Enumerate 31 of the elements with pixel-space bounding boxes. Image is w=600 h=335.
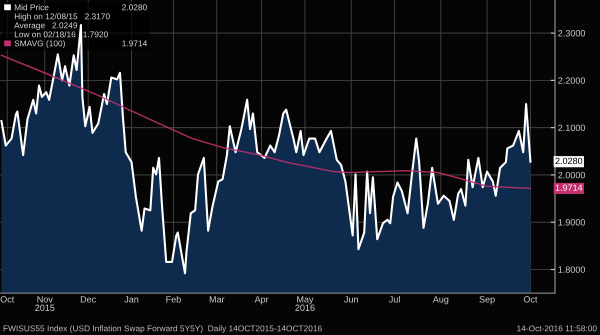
x-tick-label: May 2016 <box>295 296 315 311</box>
y-tick-label: 2.3000 <box>558 30 586 36</box>
x-tick-label: Nov 2015 <box>35 296 54 311</box>
x-tick-label: Feb <box>166 296 181 303</box>
y-tick-label: 1.9000 <box>558 219 586 226</box>
text: 14-Oct-2016 11:58:00 <box>517 325 597 332</box>
x-tick-label: Sep <box>479 296 495 304</box>
annotation: 1.9714 <box>122 40 147 46</box>
y-tick-label: 2.1000 <box>558 124 586 132</box>
line-series <box>0 54 532 190</box>
annotation: Low on 02/18/16 1.7920 <box>14 31 108 38</box>
x-tick-label: Jan <box>124 296 138 303</box>
y-tick-label: 2.0000 <box>558 172 586 178</box>
y-tick-label: 1.8000 <box>558 266 586 273</box>
text: 2.0280 <box>555 158 582 164</box>
legend-label: SMAVG (100) <box>14 40 65 48</box>
legend-label: Mid Price <box>14 4 49 10</box>
x-tick-label: Oct <box>524 296 538 303</box>
x-tick-label: Aug <box>432 296 448 304</box>
x-tick-label: Jul <box>388 296 400 303</box>
text: FWISUS55 Index (USD Inflation Swap Forward 5Y5Y) Daily 14OCT2015-14OCT2016 <box>4 325 322 333</box>
annotation: 2.0280 <box>122 4 147 10</box>
x-tick-label: Mar <box>210 296 224 303</box>
annotation: Average 2.0249 <box>14 22 78 30</box>
x-tick-label: Apr <box>254 296 268 304</box>
text: 1.9714 <box>556 184 582 191</box>
annotation: High on 12/08/15 2.3170 <box>14 13 110 21</box>
y-tick-label: 2.2000 <box>558 77 586 84</box>
x-tick-label: Jun <box>344 296 358 303</box>
x-tick-label: Oct <box>0 296 14 303</box>
x-tick-label: Dec <box>80 296 96 303</box>
